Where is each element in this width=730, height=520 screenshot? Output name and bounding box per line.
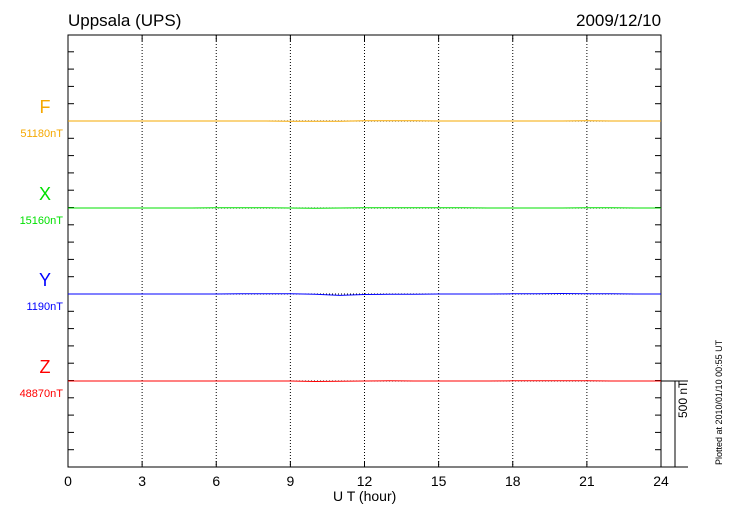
scale-bar-label: 500 nT xyxy=(676,380,690,418)
x-tick-label: 15 xyxy=(431,473,447,489)
series-name-X: X xyxy=(38,184,51,204)
series-name-F: F xyxy=(39,97,51,117)
x-axis-label: U T (hour) xyxy=(333,488,397,504)
series-line-Y xyxy=(68,292,661,296)
x-tick-label: 18 xyxy=(505,473,521,489)
x-tick-label: 6 xyxy=(212,473,220,489)
chart-title: Uppsala (UPS) xyxy=(68,11,182,30)
x-tick-label: 9 xyxy=(286,473,294,489)
series-baseline-Z: 48870nT xyxy=(19,388,63,400)
series-name-Y: Y xyxy=(38,270,51,290)
plotted-note: Plotted at 2010/01/10 00:55 UT xyxy=(714,339,724,465)
series-line-F xyxy=(68,120,661,122)
series-name-Z: Z xyxy=(39,357,51,377)
series-baseline-X: 15160nT xyxy=(19,215,63,227)
x-tick-label: 24 xyxy=(653,473,669,489)
series-line-X xyxy=(68,207,661,209)
series-baseline-Y: 1190nT xyxy=(26,301,64,313)
series-baseline-F: 51180nT xyxy=(20,128,63,140)
x-tick-label: 0 xyxy=(64,473,72,489)
x-tick-label: 12 xyxy=(357,473,373,489)
x-tick-label: 3 xyxy=(138,473,146,489)
chart-date: 2009/12/10 xyxy=(576,11,662,30)
x-tick-label: 21 xyxy=(579,473,595,489)
series-line-Z xyxy=(68,380,661,383)
